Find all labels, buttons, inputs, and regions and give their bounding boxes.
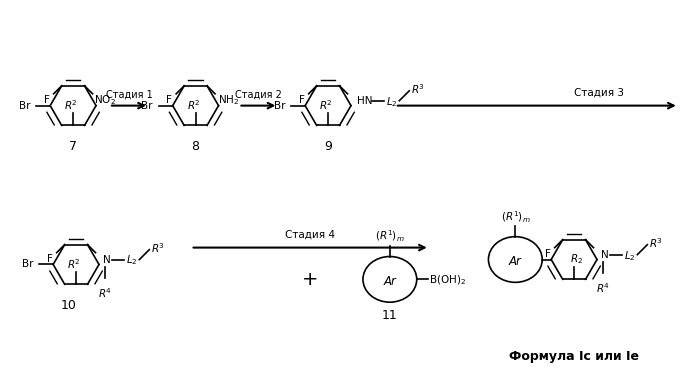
Text: $R^3$: $R^3$	[411, 82, 425, 96]
Text: N: N	[103, 255, 111, 265]
Text: Стадия 4: Стадия 4	[285, 230, 335, 240]
Text: $L_2$: $L_2$	[127, 254, 138, 267]
Text: 11: 11	[382, 309, 398, 322]
Text: $R^4$: $R^4$	[596, 282, 610, 295]
Text: Ar: Ar	[384, 275, 396, 288]
Text: $R^3$: $R^3$	[649, 236, 663, 250]
Text: Br: Br	[141, 101, 152, 111]
Text: $(R^1)_m$: $(R^1)_m$	[500, 209, 530, 224]
Text: Br: Br	[22, 259, 33, 270]
Text: Br: Br	[273, 101, 285, 111]
Text: F: F	[47, 254, 52, 264]
Text: $R^2$: $R^2$	[67, 257, 81, 271]
Text: NO$_2$: NO$_2$	[94, 93, 115, 106]
Text: Стадия 1: Стадия 1	[106, 90, 152, 100]
Text: 10: 10	[60, 299, 76, 312]
Text: Стадия 3: Стадия 3	[574, 88, 624, 98]
Text: F: F	[166, 95, 172, 105]
Text: HN: HN	[357, 96, 373, 106]
Text: N: N	[602, 250, 610, 260]
Text: Ar: Ar	[509, 255, 521, 268]
Text: $R^2$: $R^2$	[187, 99, 201, 113]
Text: $R^2$: $R^2$	[319, 99, 333, 113]
Text: Формула Ic или Ie: Формула Ic или Ie	[509, 350, 639, 363]
Text: F: F	[298, 95, 305, 105]
Text: Стадия 2: Стадия 2	[235, 90, 282, 100]
Text: Br: Br	[19, 101, 30, 111]
Text: F: F	[44, 95, 50, 105]
Text: B(OH)$_2$: B(OH)$_2$	[429, 273, 466, 287]
Text: $L_2$: $L_2$	[624, 249, 636, 262]
Text: $R_2$: $R_2$	[570, 252, 583, 266]
Text: F: F	[545, 249, 551, 259]
Text: NH$_2$: NH$_2$	[218, 93, 240, 106]
Text: $R^4$: $R^4$	[99, 286, 113, 300]
Text: $R^2$: $R^2$	[64, 99, 78, 113]
Text: +: +	[302, 270, 319, 289]
Text: 9: 9	[324, 140, 332, 153]
Text: 7: 7	[69, 140, 77, 153]
Text: $(R^1)_m$: $(R^1)_m$	[375, 229, 405, 244]
Text: 8: 8	[192, 140, 200, 153]
Text: $R^3$: $R^3$	[151, 241, 166, 255]
Text: $L_2$: $L_2$	[387, 95, 398, 109]
